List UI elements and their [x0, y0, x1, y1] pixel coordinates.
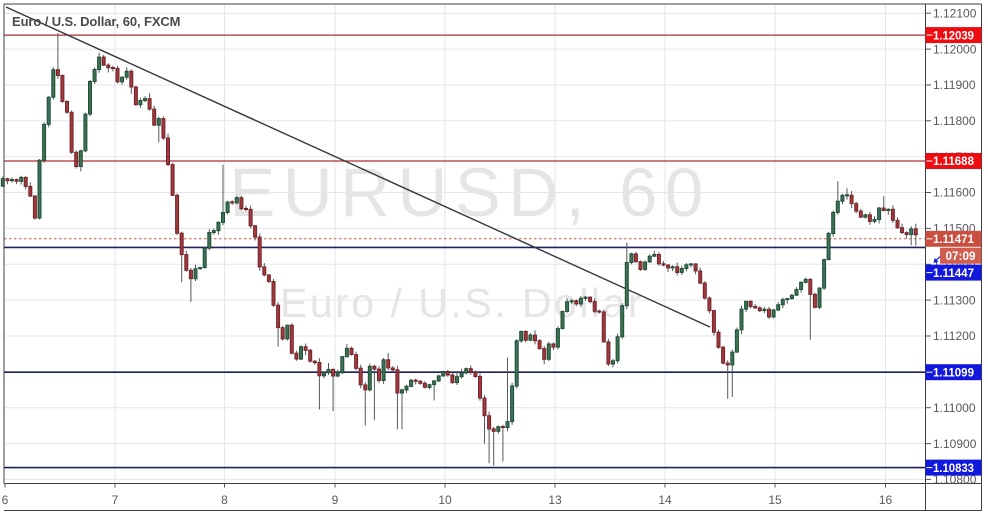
svg-text:14: 14	[658, 493, 672, 507]
svg-text:1.12039: 1.12039	[933, 30, 974, 42]
svg-text:07:09: 07:09	[946, 251, 976, 263]
svg-text:1.10900: 1.10900	[933, 437, 977, 451]
svg-text:6: 6	[2, 493, 9, 507]
svg-text:1.11471: 1.11471	[933, 234, 975, 246]
svg-text:1.11800: 1.11800	[933, 114, 976, 128]
svg-text:9: 9	[332, 493, 339, 507]
svg-text:16: 16	[879, 493, 893, 507]
svg-text:1.12100: 1.12100	[933, 6, 977, 20]
svg-text:Euro / U.S. Dollar: Euro / U.S. Dollar	[280, 280, 644, 326]
svg-text:Euro / U.S. Dollar, 60, FXCM: Euro / U.S. Dollar, 60, FXCM	[12, 14, 180, 29]
svg-text:1.11200: 1.11200	[933, 329, 976, 343]
svg-text:1.11447: 1.11447	[933, 268, 974, 280]
svg-text:8: 8	[221, 493, 228, 507]
svg-text:1.11900: 1.11900	[933, 78, 976, 92]
svg-text:15: 15	[768, 493, 782, 507]
svg-text:1.11000: 1.11000	[933, 401, 976, 415]
svg-text:1.11099: 1.11099	[933, 367, 974, 379]
svg-text:13: 13	[548, 493, 562, 507]
svg-text:7: 7	[112, 493, 119, 507]
svg-text:1.10800: 1.10800	[933, 473, 977, 487]
svg-text:1.11300: 1.11300	[933, 293, 976, 307]
svg-text:1.11600: 1.11600	[933, 186, 976, 200]
svg-text:EURUSD, 60: EURUSD, 60	[229, 154, 710, 231]
svg-text:1.11688: 1.11688	[933, 156, 975, 168]
svg-text:10: 10	[438, 493, 452, 507]
svg-text:1.12000: 1.12000	[933, 42, 977, 56]
svg-text:1.10833: 1.10833	[933, 463, 974, 475]
